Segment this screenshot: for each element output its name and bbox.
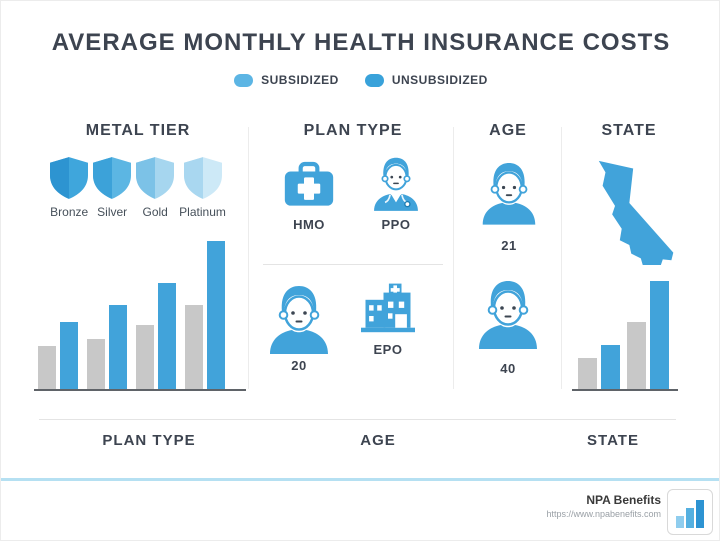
bottom-label-age: AGE [360,432,396,449]
bar-group [136,283,176,389]
bar-group [38,322,78,389]
bottom-label-state: STATE [587,432,639,449]
metal-tier-bar-chart [38,241,225,389]
legend-label: SUBSIDIZED [261,73,339,87]
bar-chart-logo-icon [676,500,704,528]
legend: SUBSIDIZED UNSUBSIDIZED [1,73,719,87]
tier-gold: Gold [136,157,175,219]
footer-url: https://www.npabenefits.com [546,509,661,519]
divider [453,127,454,389]
subsidized-bar [136,325,154,389]
person-icon [482,163,536,225]
bar-group [578,345,620,389]
footer-brand: NPA Benefits [586,493,661,507]
hmo-label: HMO [293,217,325,232]
epo-label: EPO [373,342,403,357]
subsidized-bar [38,346,56,389]
person-icon [270,286,328,354]
tier-label: Platinum [179,205,226,219]
shield-icon [93,157,132,199]
unsubsidized-dot-icon [364,73,384,87]
state-header: STATE [601,122,657,139]
person-icon [479,281,537,349]
tier-silver: Silver [93,157,132,219]
age-21-label: 21 [501,238,517,253]
subsidized-bar [185,305,203,389]
tier-label: Gold [142,205,168,219]
accent-band [1,478,719,481]
shield-icon [136,157,175,199]
bar-group [185,241,225,389]
divider [263,264,443,265]
legend-item-subsidized: SUBSIDIZED [234,73,339,87]
tier-platinum: Platinum [179,157,226,219]
shield-icon [50,157,89,199]
divider [561,127,562,389]
tier-label: Silver [97,205,128,219]
age-header: AGE [489,122,527,139]
unsubsidized-bar [207,241,225,389]
subsidized-bar [627,322,646,389]
california-map [598,160,674,266]
unsubsidized-bar [650,281,669,389]
age-20-label: 20 [291,358,307,373]
tier-bronze: Bronze [50,157,88,219]
tier-label: Bronze [50,205,89,219]
state-axis [572,389,678,391]
bar-group [627,281,669,389]
hospital-building-icon [361,283,415,333]
npa-logo [667,489,713,535]
legend-item-unsubsidized: UNSUBSIDIZED [364,73,488,87]
metal-tier-axis [34,389,246,391]
subsidized-bar [87,339,105,389]
subsidized-dot-icon [234,73,254,87]
doctor-icon [374,157,418,211]
first-aid-kit-icon [284,161,334,206]
bar-group [87,305,127,389]
bottom-label-plan-type: PLAN TYPE [102,432,196,449]
divider [248,127,249,389]
legend-label: UNSUBSIDIZED [391,73,488,87]
page-title: AVERAGE MONTHLY HEALTH INSURANCE COSTS [51,29,671,56]
unsubsidized-bar [601,345,620,389]
metal-tier-header: METAL TIER [85,122,191,139]
subsidized-bar [578,358,597,389]
age-40-label: 40 [500,361,516,376]
unsubsidized-bar [109,305,127,389]
metal-tier-shields: Bronze Silver Gold Platinum [35,157,241,219]
unsubsidized-bar [158,283,176,389]
divider [39,419,676,420]
state-bar-chart [578,281,669,389]
unsubsidized-bar [60,322,78,389]
ppo-label: PPO [381,217,411,232]
plan-type-header: PLAN TYPE [303,122,403,139]
shield-icon [183,157,222,199]
